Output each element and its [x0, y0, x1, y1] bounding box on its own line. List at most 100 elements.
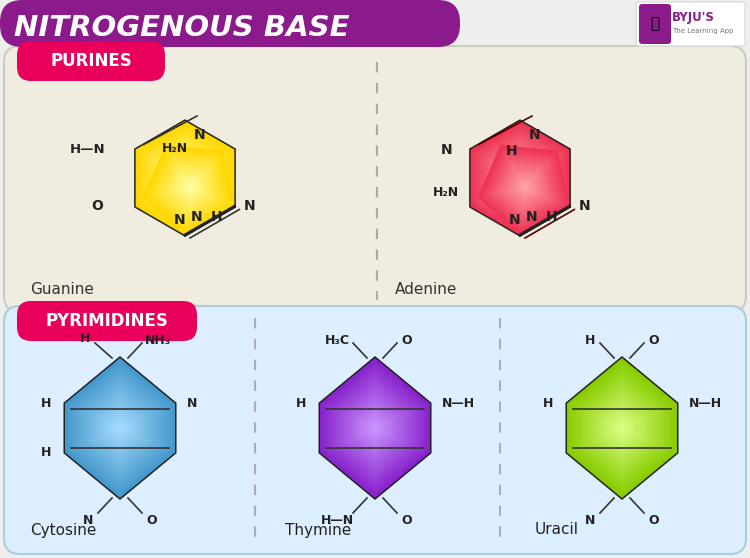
Polygon shape [358, 407, 392, 449]
Polygon shape [74, 369, 166, 487]
FancyBboxPatch shape [4, 46, 746, 312]
Polygon shape [94, 395, 146, 461]
Polygon shape [484, 137, 556, 219]
FancyBboxPatch shape [17, 301, 197, 341]
Text: H: H [40, 397, 51, 410]
Polygon shape [149, 137, 220, 219]
Polygon shape [105, 410, 135, 446]
Polygon shape [327, 367, 423, 489]
Text: H₃C: H₃C [325, 334, 350, 347]
Polygon shape [185, 182, 194, 191]
Polygon shape [145, 147, 232, 233]
Polygon shape [490, 144, 550, 212]
Polygon shape [492, 157, 556, 220]
Polygon shape [499, 163, 550, 213]
Text: H: H [546, 210, 558, 224]
Text: H₂N: H₂N [162, 142, 188, 156]
Polygon shape [183, 180, 196, 194]
Polygon shape [136, 121, 234, 235]
Polygon shape [478, 145, 569, 235]
Polygon shape [482, 149, 565, 230]
Polygon shape [333, 374, 417, 482]
Polygon shape [80, 377, 160, 479]
Text: Cytosine: Cytosine [30, 522, 96, 537]
Polygon shape [92, 393, 148, 463]
Polygon shape [591, 388, 653, 468]
Polygon shape [616, 421, 628, 435]
Polygon shape [140, 126, 230, 230]
Polygon shape [169, 168, 210, 209]
Polygon shape [179, 171, 191, 185]
Text: N: N [174, 213, 186, 227]
Polygon shape [498, 153, 542, 203]
Text: O: O [649, 513, 659, 527]
Polygon shape [481, 132, 560, 224]
Polygon shape [324, 363, 426, 493]
Polygon shape [112, 418, 128, 437]
Text: O: O [402, 334, 412, 347]
Polygon shape [357, 405, 393, 451]
FancyBboxPatch shape [4, 306, 746, 554]
Polygon shape [107, 412, 133, 444]
Polygon shape [72, 367, 168, 489]
Text: O: O [402, 513, 412, 527]
Polygon shape [608, 410, 637, 446]
Polygon shape [171, 162, 199, 194]
Polygon shape [161, 151, 209, 205]
Polygon shape [337, 379, 413, 477]
Polygon shape [598, 398, 646, 458]
Polygon shape [158, 146, 213, 210]
Polygon shape [578, 372, 666, 484]
Polygon shape [602, 402, 642, 454]
Polygon shape [146, 132, 224, 224]
Polygon shape [173, 172, 206, 204]
Text: H: H [296, 397, 306, 410]
Text: N—H: N—H [442, 397, 476, 410]
Polygon shape [509, 164, 532, 192]
Polygon shape [520, 182, 530, 191]
Polygon shape [86, 384, 154, 472]
Polygon shape [166, 166, 212, 211]
FancyBboxPatch shape [636, 2, 745, 46]
Text: PURINES: PURINES [50, 52, 132, 70]
Polygon shape [65, 358, 175, 498]
Text: Thymine: Thymine [285, 522, 351, 537]
Polygon shape [170, 160, 201, 196]
Text: H: H [80, 331, 90, 344]
Polygon shape [344, 388, 406, 468]
Polygon shape [587, 384, 657, 472]
Text: O: O [147, 513, 158, 527]
Polygon shape [512, 169, 528, 187]
Polygon shape [83, 381, 157, 475]
Text: H: H [211, 210, 223, 224]
Text: N: N [509, 213, 520, 227]
Polygon shape [115, 421, 125, 435]
Polygon shape [488, 153, 560, 225]
Text: N: N [530, 128, 541, 142]
Text: H: H [40, 446, 51, 459]
Polygon shape [472, 123, 568, 233]
Text: The Learning App: The Learning App [672, 28, 734, 34]
Text: Adenine: Adenine [395, 282, 458, 297]
Text: 📱: 📱 [650, 17, 659, 31]
Polygon shape [589, 386, 655, 470]
Polygon shape [164, 163, 214, 213]
Polygon shape [480, 147, 567, 233]
Polygon shape [118, 426, 122, 430]
Text: H₂N: H₂N [433, 186, 459, 199]
Text: NH₃: NH₃ [145, 334, 171, 347]
Polygon shape [109, 414, 131, 442]
Text: N: N [441, 142, 453, 156]
Polygon shape [96, 398, 144, 458]
Polygon shape [350, 395, 400, 461]
Polygon shape [161, 162, 217, 216]
Polygon shape [500, 155, 540, 201]
Polygon shape [320, 358, 430, 498]
Polygon shape [596, 395, 648, 461]
Polygon shape [509, 172, 541, 204]
Polygon shape [136, 121, 234, 235]
Polygon shape [615, 418, 629, 437]
Polygon shape [494, 148, 546, 208]
Polygon shape [69, 363, 171, 493]
Polygon shape [152, 153, 226, 225]
